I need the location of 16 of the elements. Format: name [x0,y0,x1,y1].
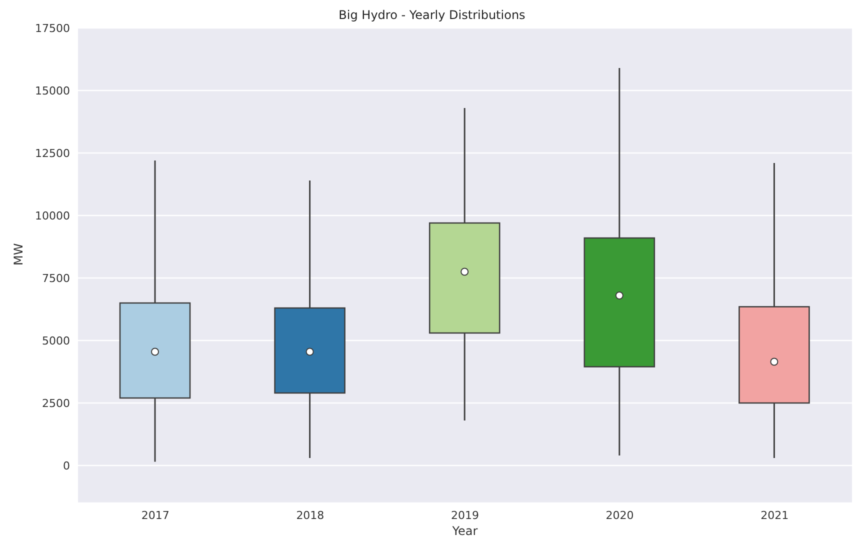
chart-title: Big Hydro - Yearly Distributions [338,8,526,22]
y-tick-label: 5000 [42,334,70,348]
x-tick-label: 2021 [760,508,789,522]
y-tick-label: 10000 [35,209,70,222]
y-axis-title: MW [11,243,26,266]
y-tick-label: 0 [63,459,70,472]
y-tick-label: 12500 [35,146,70,160]
x-tick-label: 2019 [451,508,479,522]
x-tick-label: 2020 [606,508,634,522]
x-tick-label: 2017 [141,508,170,522]
x-tick-label: 2018 [296,508,324,522]
y-tick-label: 2500 [42,396,70,410]
y-tick-label: 15000 [35,84,70,98]
y-tick-label: 7500 [42,272,70,285]
x-axis-title: Year [451,524,478,538]
y-tick-label: 17500 [35,22,70,35]
